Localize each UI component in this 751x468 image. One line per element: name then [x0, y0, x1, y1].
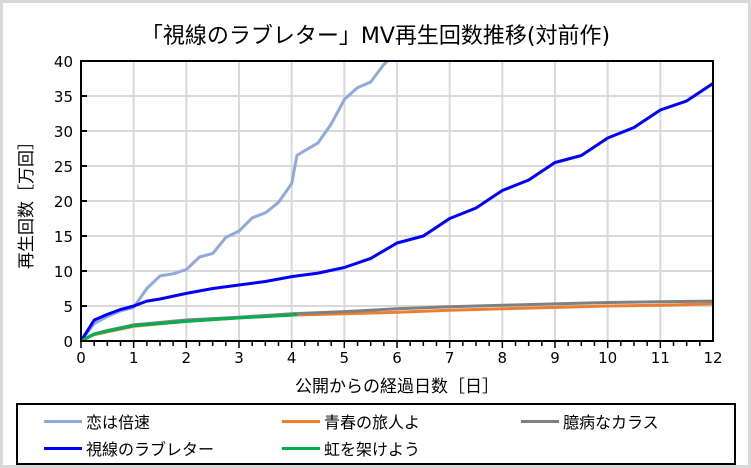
x-tick-label: 11	[651, 349, 670, 367]
legend-swatch	[44, 419, 82, 423]
chart-title: 「視線のラブレター」MV再生回数推移(対前作)	[140, 24, 611, 49]
series-line-4	[81, 312, 298, 341]
legend-label: 臆病なカラス	[563, 413, 659, 432]
y-tick-label: 40	[54, 53, 73, 71]
x-tick-label: 2	[182, 349, 192, 367]
legend-swatch	[282, 419, 320, 423]
x-tick-label: 7	[445, 349, 455, 367]
plot-area	[80, 60, 714, 342]
y-tick-label: 15	[54, 228, 73, 246]
x-tick-label: 4	[287, 349, 297, 367]
chart-frame	[3, 3, 748, 465]
x-tick-label: 12	[703, 349, 722, 367]
y-tick-label: 10	[54, 263, 73, 281]
x-tick-label: 6	[392, 349, 402, 367]
legend: 恋は倍速 青春の旅人よ 臆病なカラス視線のラブレター 虹を架けよう	[16, 403, 736, 465]
x-axis-label: 公開からの経過日数［日］	[295, 377, 499, 397]
legend-swatch	[521, 419, 559, 423]
legend-item: 青春の旅人よ	[282, 409, 420, 433]
y-tick-label: 0	[63, 333, 73, 351]
x-tick-label: 5	[340, 349, 350, 367]
legend-item: 視線のラブレター	[44, 436, 214, 460]
y-tick-label: 30	[54, 123, 73, 141]
series-line-3	[81, 82, 713, 341]
y-tick-label: 25	[54, 158, 73, 176]
y-tick-label: 5	[63, 298, 73, 316]
x-tick-label: 9	[550, 349, 560, 367]
x-tick-label: 1	[129, 349, 139, 367]
legend-label: 恋は倍速	[86, 413, 151, 432]
legend-item: 恋は倍速	[44, 409, 150, 433]
legend-item: 臆病なカラス	[521, 409, 659, 433]
legend-label: 視線のラブレター	[86, 440, 215, 459]
legend-label: 虹を架けよう	[324, 440, 421, 459]
y-tick-label: 20	[54, 193, 73, 211]
legend-item: 虹を架けよう	[282, 436, 420, 460]
legend-swatch	[44, 446, 82, 450]
y-axis-label: 再生回数［万回］	[17, 133, 37, 269]
y-tick-label: 35	[54, 88, 73, 106]
legend-swatch	[282, 446, 320, 450]
legend-label: 青春の旅人よ	[324, 413, 421, 432]
x-tick-label: 10	[598, 349, 617, 367]
x-tick-label: 3	[234, 349, 244, 367]
x-tick-label: 8	[498, 349, 508, 367]
x-tick-label: 0	[76, 349, 86, 367]
